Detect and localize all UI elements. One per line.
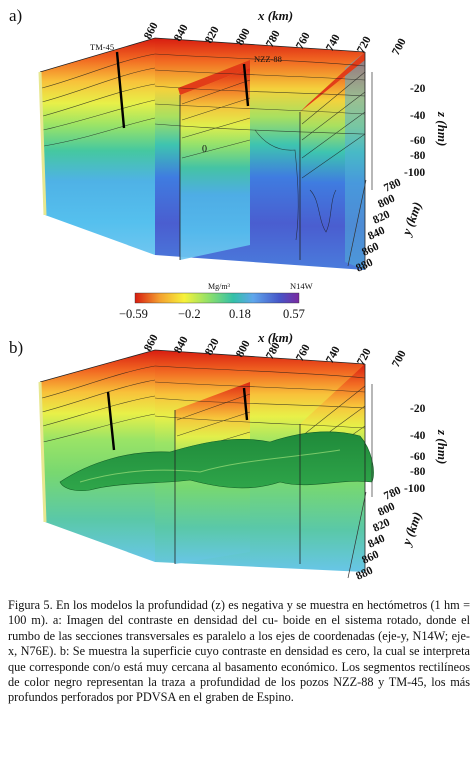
panel-b-label: b) (9, 338, 24, 357)
direction-label: N14W (290, 281, 313, 291)
section-face-middle (180, 68, 250, 260)
y-tick: 780 (382, 484, 403, 502)
y-tick: 780 (382, 176, 403, 194)
x-tick: 720 (355, 34, 374, 55)
y-tick: 820 (371, 208, 392, 226)
x-tick: 700 (390, 36, 409, 57)
well-trace-tm45 (106, 391, 116, 451)
z-tick: -100 (404, 483, 425, 495)
y-axis-title: y (km) (398, 510, 425, 549)
colorbar-ticks: −0.59 −0.2 0.18 0.57 (119, 307, 305, 321)
z-tick: -100 (404, 167, 425, 179)
figure-caption: Figura 5. En los modelos la profundidad … (8, 598, 470, 706)
y-tick: 840 (366, 532, 387, 550)
section-face-left (40, 350, 155, 562)
caption-line: boide en el sistema rotado, donde el rum… (8, 613, 471, 643)
x-axis-title: x (km) (257, 8, 293, 23)
z-tick: -60 (410, 451, 426, 463)
z-axis-title: z (hm) (435, 429, 450, 464)
caption-line: muestra la superficie cuyo contraste en … (88, 644, 470, 659)
y-tick: 820 (371, 516, 392, 534)
caption-line: es paralelo a los ejes de coordenadas (e… (8, 628, 470, 659)
panel-a-cube: 0 TM-45 NZZ-88 x (km) 860 840 820 800 78… (38, 8, 450, 321)
caption-line: de los pozos NZZ-88 y TM-45, los más pro… (8, 675, 471, 705)
y-tick: 800 (376, 500, 397, 518)
z-tick: -80 (410, 466, 426, 478)
colorbar-tick: 0.57 (283, 307, 305, 321)
z-axis-ticks: -20 -40 -60 -80 -100 (404, 403, 426, 495)
panel-a-label: a) (9, 6, 23, 25)
caption-line: en el graben de Espino. (178, 690, 294, 705)
colorbar-tick: −0.2 (178, 307, 201, 321)
colorbar-tick: −0.59 (119, 307, 148, 321)
z-axis-ticks: -20 -40 -60 -80 -100 (404, 83, 426, 179)
cube-outline (39, 349, 366, 572)
caption-line: Figura 5. En los modelos la profundidad … (8, 598, 364, 612)
z-tick: -60 (410, 135, 426, 147)
y-tick: 840 (366, 224, 387, 242)
x-tick: 720 (355, 346, 374, 367)
z-tick: -20 (410, 83, 426, 95)
caption-line: que corresponde con/o está muy cercana a… (8, 659, 360, 674)
panel-a: a) (0, 0, 476, 330)
z-tick: -20 (410, 403, 426, 415)
colorbar-unit: Mg/m³ (208, 282, 231, 291)
panel-b: b) (0, 332, 476, 590)
contour-label: 0 (202, 144, 207, 155)
contour-lines (41, 53, 366, 241)
z-tick: -40 (410, 110, 426, 122)
x-axis-title: x (km) (257, 332, 293, 345)
well-trace-nzz88 (242, 63, 250, 107)
cube-left-edge (38, 71, 47, 216)
y-axis-title: y (km) (398, 200, 425, 239)
well-label-tm45: TM-45 (90, 42, 114, 52)
z-tick: -40 (410, 430, 426, 442)
panel-b-cube: x (km) 860 840 820 800 780 760 740 720 7… (38, 332, 450, 583)
caption-line: segmentos rectilíneos de color negro rep… (8, 659, 470, 690)
caption-line: hectómetros (1 hm = 100 m). a: Imagen de… (8, 598, 470, 628)
z-tick: -80 (410, 150, 426, 162)
cube-outline (39, 37, 366, 270)
colorbar (134, 292, 300, 304)
well-trace-nzz88 (242, 387, 249, 421)
y-tick: 800 (376, 192, 397, 210)
well-trace-tm45 (115, 51, 126, 129)
section-face-left (40, 38, 155, 255)
z-axis-title: z (hm) (435, 111, 450, 146)
colorbar-tick: 0.18 (229, 307, 251, 321)
well-label-nzz88: NZZ-88 (254, 54, 282, 64)
x-tick: 700 (390, 348, 409, 369)
